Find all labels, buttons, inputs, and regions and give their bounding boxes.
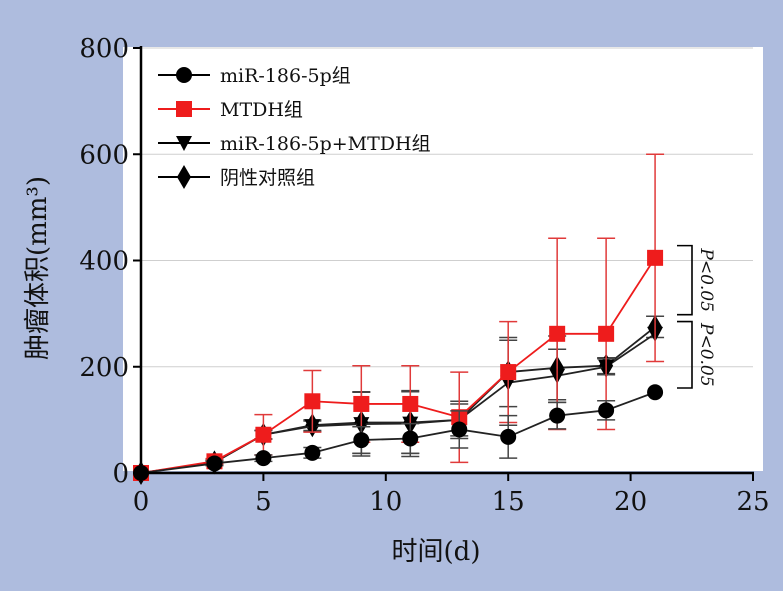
point-1-10 bbox=[647, 249, 664, 266]
point-0-8 bbox=[549, 407, 566, 424]
x-tick-label-5: 25 bbox=[736, 487, 769, 517]
point-0-1 bbox=[206, 455, 223, 472]
point-1-2 bbox=[255, 426, 272, 443]
point-0-5 bbox=[402, 430, 419, 447]
significance-annotations: P<0.05 P<0.05 bbox=[677, 244, 716, 389]
legend-label-3: 阴性对照组 bbox=[220, 167, 315, 189]
point-0-7 bbox=[500, 428, 517, 445]
legend-marker-1 bbox=[176, 101, 192, 117]
point-1-9 bbox=[598, 325, 615, 342]
series-layer bbox=[133, 153, 665, 485]
p-value-label-1: P<0.05 bbox=[696, 322, 716, 387]
x-axis-title: 时间(d) bbox=[392, 537, 481, 567]
y-tick-label-3: 600 bbox=[79, 140, 129, 170]
y-tick-label-4: 800 bbox=[79, 34, 129, 64]
legend-label-1: MTDH组 bbox=[220, 99, 303, 121]
series-0 bbox=[133, 384, 664, 481]
point-0-3 bbox=[304, 444, 321, 461]
bracket-1 bbox=[677, 320, 693, 389]
point-1-7 bbox=[500, 364, 517, 381]
point-1-3 bbox=[304, 393, 321, 410]
point-1-8 bbox=[549, 325, 566, 342]
x-tick-label-0: 0 bbox=[133, 487, 150, 517]
x-tick-label-3: 15 bbox=[492, 487, 525, 517]
point-0-4 bbox=[353, 432, 370, 449]
legend-marker-2 bbox=[176, 136, 192, 151]
bracket-0 bbox=[677, 244, 693, 316]
point-1-4 bbox=[353, 395, 370, 412]
x-tick-label-2: 10 bbox=[369, 487, 402, 517]
legend-marker-3 bbox=[177, 165, 191, 189]
legend-marker-0 bbox=[176, 67, 192, 83]
point-0-2 bbox=[255, 450, 272, 467]
point-1-5 bbox=[402, 395, 419, 412]
plot-area bbox=[123, 47, 763, 471]
x-tick-label-4: 20 bbox=[614, 487, 647, 517]
x-tick-label-1: 5 bbox=[255, 487, 272, 517]
legend-label-2: miR-186-5p+MTDH组 bbox=[220, 133, 431, 155]
p-value-label-0: P<0.05 bbox=[696, 247, 716, 312]
y-tick-label-2: 400 bbox=[79, 247, 129, 277]
axes: 0 200 400 600 800 0 5 10 15 20 25 bbox=[79, 34, 769, 517]
y-axis-title: 肿瘤体积(mm³) bbox=[23, 176, 53, 360]
point-0-10 bbox=[647, 384, 664, 401]
y-tick-label-0: 0 bbox=[112, 459, 129, 489]
point-0-6 bbox=[451, 421, 468, 438]
legend-label-0: miR-186-5p组 bbox=[220, 65, 351, 87]
point-0-9 bbox=[598, 402, 615, 419]
y-tick-label-1: 200 bbox=[79, 353, 129, 383]
